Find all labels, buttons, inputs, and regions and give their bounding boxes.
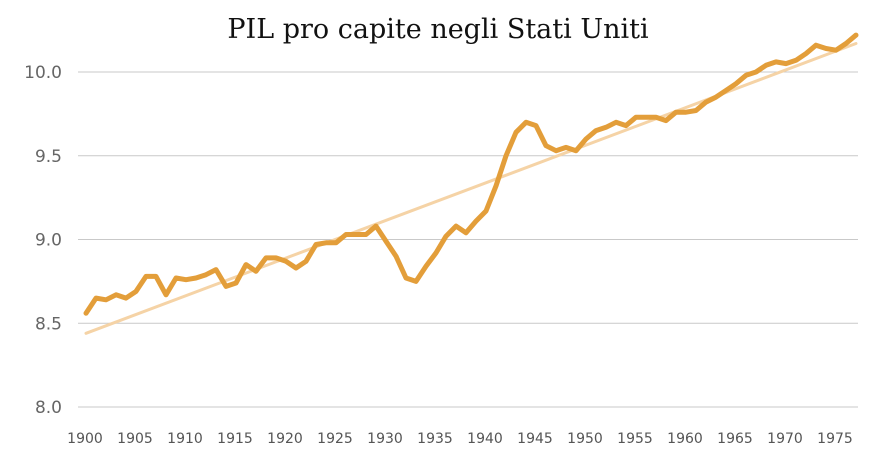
- x-tick-label: 1960: [667, 431, 703, 447]
- x-axis-ticks: 1900 1905 1910 1915 1920 1925 1930 1935 1940 1945…: [67, 431, 853, 447]
- y-tick-label: 9.5: [35, 147, 62, 167]
- x-tick-label: 1970: [767, 431, 803, 447]
- trend-line: [84, 42, 858, 335]
- chart-title: PIL pro capite negli Stati Uniti: [227, 14, 649, 45]
- x-tick-label: 1935: [417, 431, 453, 447]
- y-tick-label: 8.5: [35, 314, 62, 334]
- y-axis-ticks: 8.0 8.5 9.0 9.5 10.0: [24, 63, 62, 418]
- x-tick-label: 1945: [517, 431, 553, 447]
- y-tick-label: 9.0: [35, 231, 62, 251]
- gridlines: [78, 71, 858, 408]
- x-tick-label: 1975: [817, 431, 853, 447]
- x-tick-label: 1925: [317, 431, 353, 447]
- x-tick-label: 1900: [67, 431, 103, 447]
- x-tick-label: 1910: [167, 431, 203, 447]
- x-tick-label: 1965: [717, 431, 753, 447]
- series-lines: [83, 32, 859, 335]
- x-tick-label: 1920: [267, 431, 303, 447]
- x-tick-label: 1905: [117, 431, 153, 447]
- y-tick-label: 10.0: [24, 63, 62, 83]
- x-tick-label: 1955: [617, 431, 653, 447]
- y-tick-label: 8.0: [35, 398, 62, 418]
- x-tick-label: 1940: [467, 431, 503, 447]
- x-tick-label: 1950: [567, 431, 603, 447]
- x-tick-label: 1915: [217, 431, 253, 447]
- x-tick-label: 1930: [367, 431, 403, 447]
- gdp-series-line: [83, 32, 859, 316]
